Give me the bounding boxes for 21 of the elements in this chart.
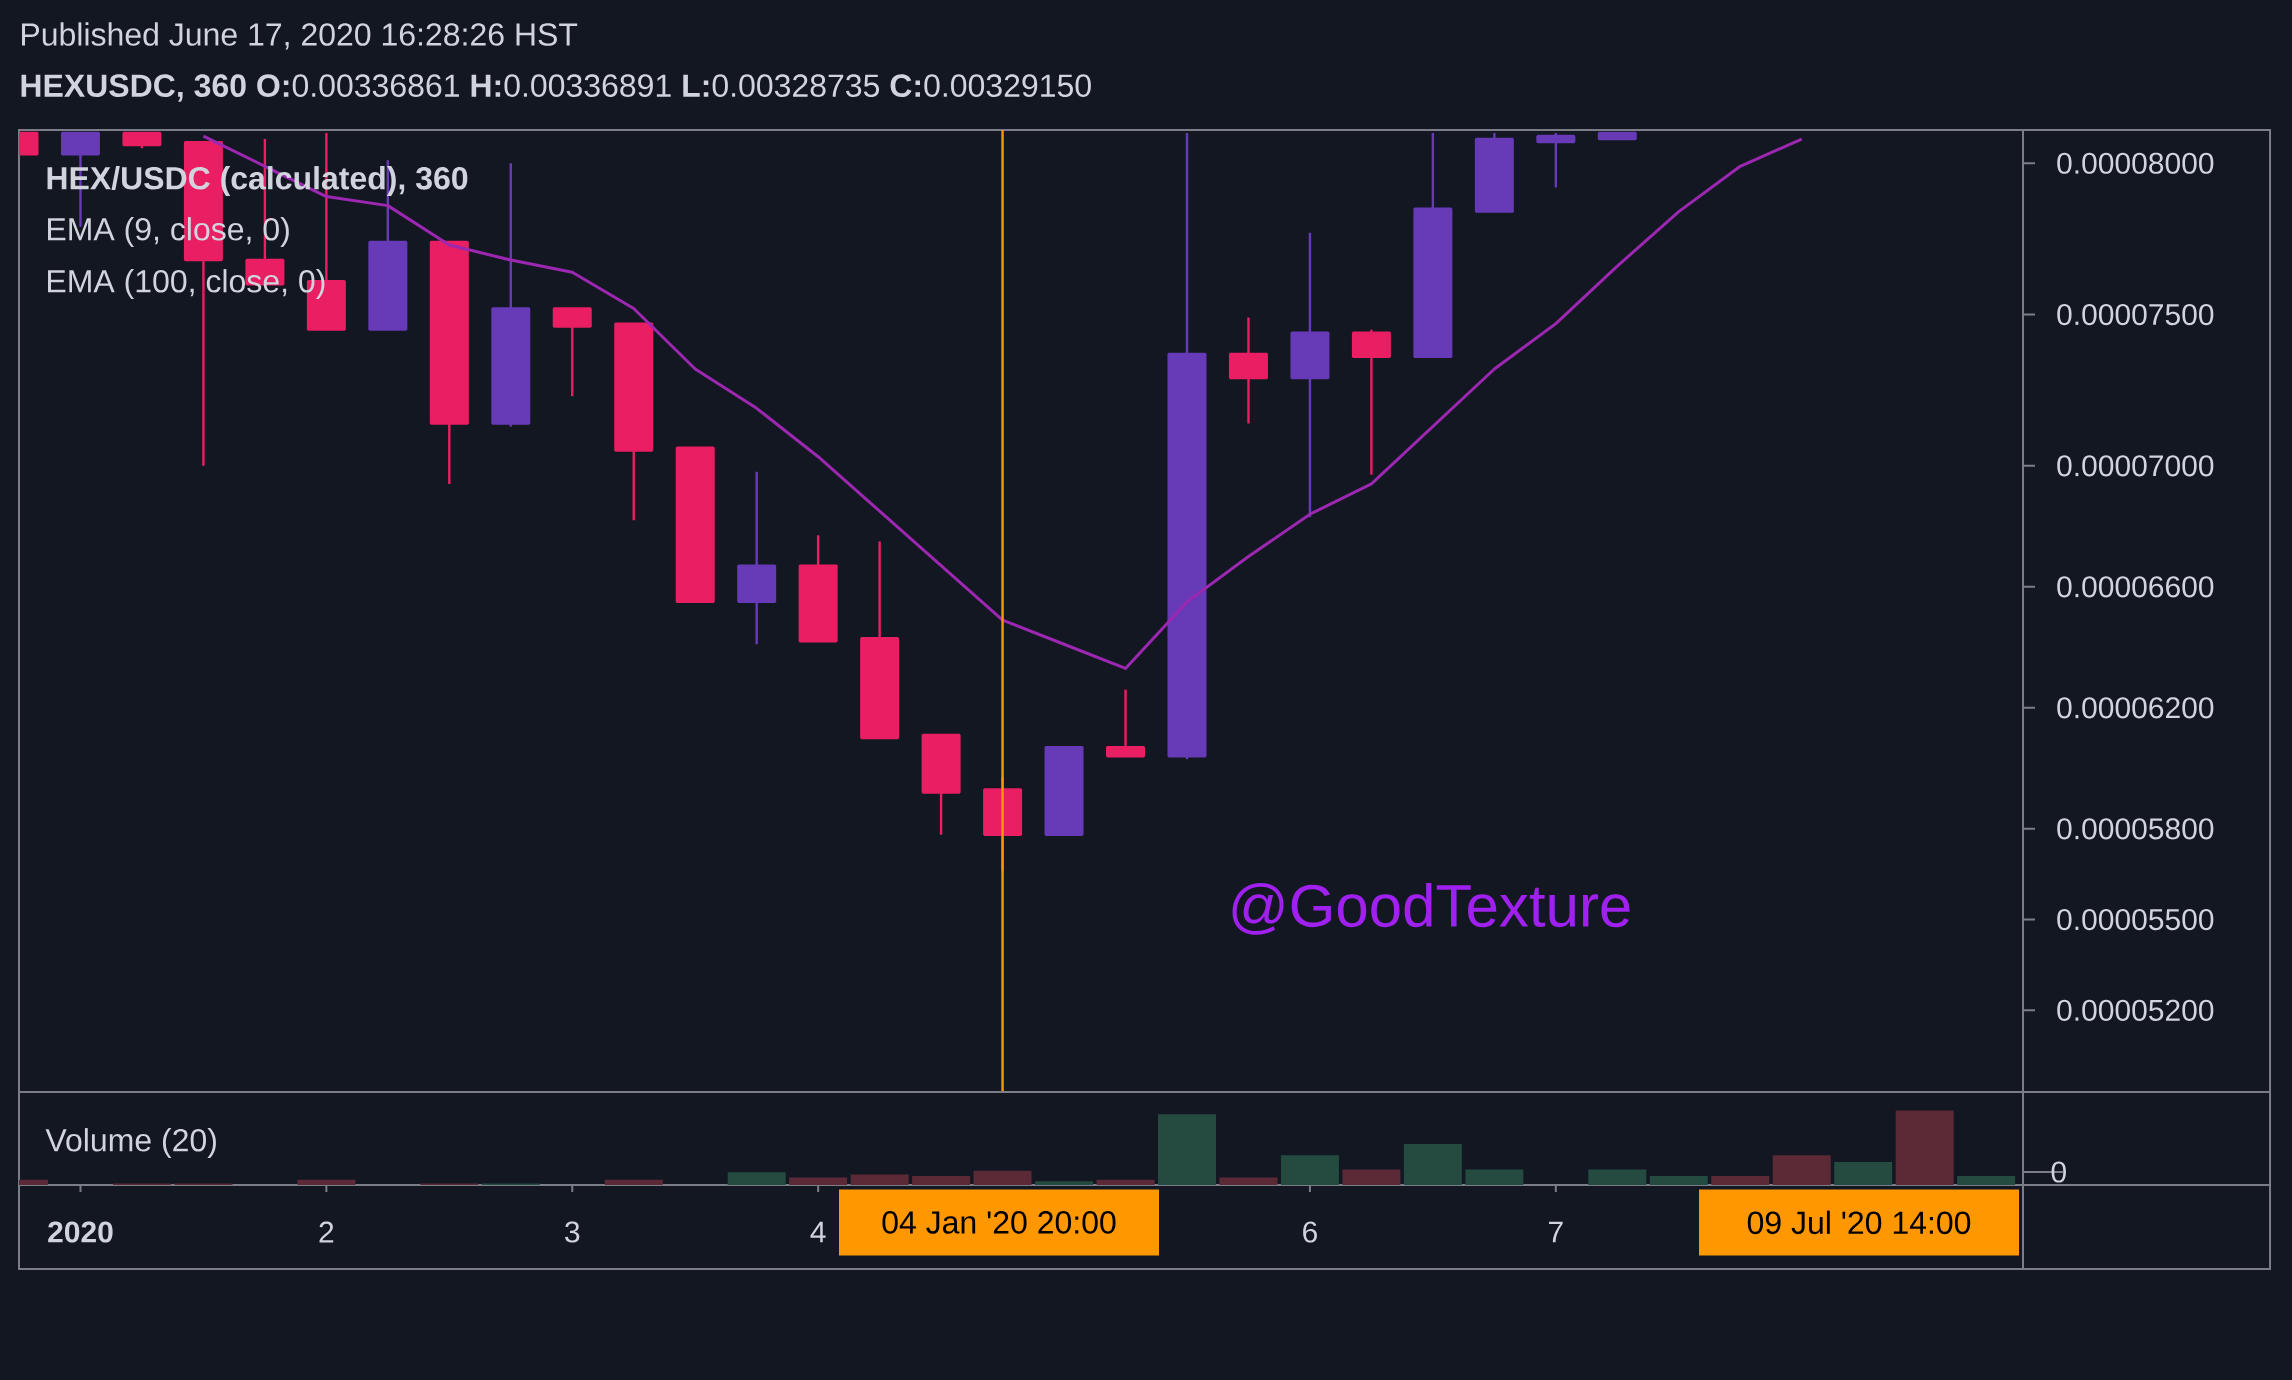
- text: 04 Jan '20 20:00: [882, 1211, 1116, 1234]
- y-tick-label: 0.00006200: [2057, 697, 2214, 719]
- y-tick-label: 0.00005200: [2057, 999, 2214, 1021]
- x-tick-label: 4: [810, 1221, 826, 1243]
- x-tick-label: 6: [1303, 1221, 1317, 1243]
- y-tick-label: 0.00008000: [2057, 152, 2214, 174]
- text: 0: [2051, 1161, 2066, 1183]
- x-tick-label: 7: [1549, 1221, 1563, 1243]
- text: Published June 17, 2020 16:28:26 HST: [22, 22, 578, 50]
- y-tick-label: 0.00007500: [2057, 303, 2214, 326]
- y-tick-label: 0.00006600: [2057, 576, 2214, 598]
- y-tick-label: 0.00007000: [2057, 455, 2214, 477]
- text: 09 Jul '20 14:00: [1747, 1210, 1971, 1235]
- annotation: @GoodTexture: [1232, 883, 1630, 935]
- chart-title: HEXUSDC, 360 O:0.00336861 H:0.00336891 L:0.00328735 C:0.00329150: [21, 74, 1091, 102]
- text: Volume (20): [45, 1128, 216, 1158]
- y-tick-label: 0.00005800: [2057, 818, 2214, 840]
- x-tick-label: 2: [319, 1221, 334, 1243]
- x-tick-label: 2020: [48, 1221, 113, 1243]
- x-tick-label: 3: [565, 1221, 580, 1243]
- y-tick-label: 0.00005500: [2057, 908, 2214, 931]
